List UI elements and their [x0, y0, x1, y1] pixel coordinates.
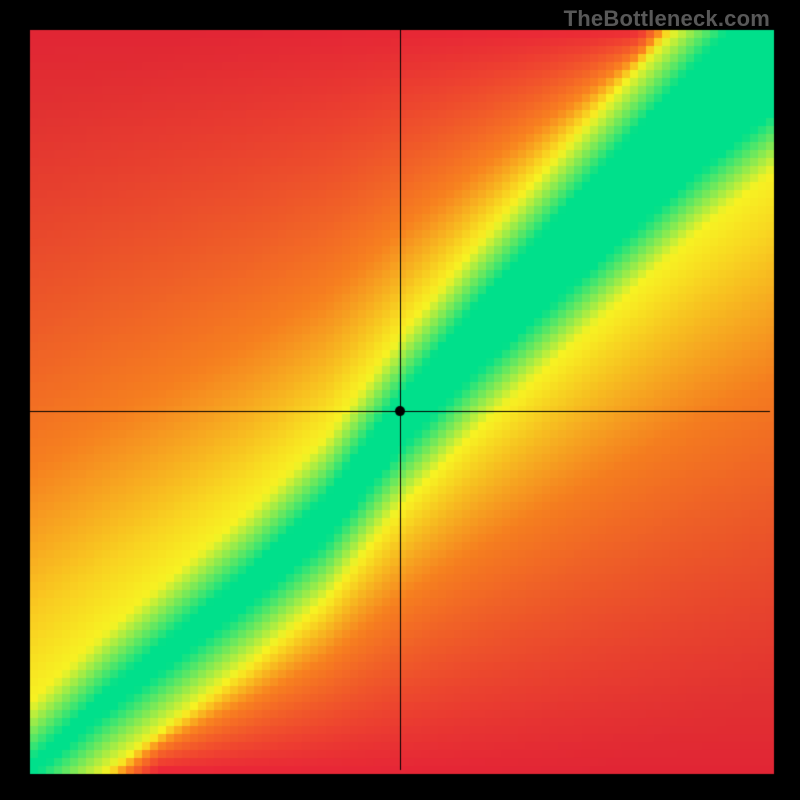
watermark-text: TheBottleneck.com	[564, 6, 770, 32]
chart-container: TheBottleneck.com	[0, 0, 800, 800]
bottleneck-heatmap	[0, 0, 800, 800]
